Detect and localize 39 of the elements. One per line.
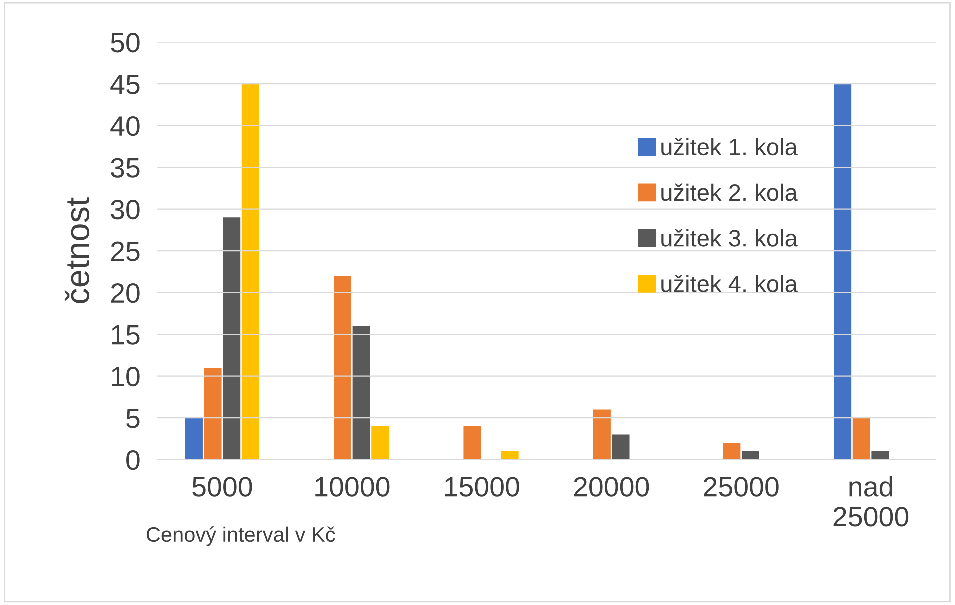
bar	[501, 451, 519, 460]
y-tick-label: 50	[111, 33, 140, 53]
x-tick-label: 10000	[316, 477, 390, 497]
bar	[372, 426, 390, 460]
x-tick-label: 5000	[192, 477, 252, 497]
x-tick-label: nad 25000	[834, 476, 909, 527]
y-tick-label: 35	[111, 158, 140, 178]
bar	[185, 418, 203, 460]
bar	[612, 434, 630, 460]
bar	[742, 451, 760, 460]
y-tick-label: 30	[111, 200, 140, 220]
legend-label: užitek 2. kola	[662, 184, 798, 202]
bar	[723, 443, 741, 460]
x-tick-label: 15000	[445, 477, 520, 497]
bar	[334, 276, 352, 460]
y-tick-label: 20	[111, 283, 140, 304]
bar	[352, 326, 370, 460]
x-axis-title: Cenový interval v Kč	[146, 526, 336, 546]
y-tick-label: 0	[126, 450, 140, 470]
bar	[872, 451, 890, 460]
bar	[223, 218, 241, 460]
bar	[464, 426, 482, 460]
y-tick-label: 25	[111, 242, 140, 262]
y-axis-title: četnost	[64, 198, 90, 304]
bar	[852, 418, 870, 460]
y-tick-label: 10	[112, 366, 140, 387]
y-tick-label: 15	[112, 326, 140, 345]
y-tick-label: 45	[110, 75, 140, 94]
y-tick-label: 40	[110, 116, 140, 136]
legend-label: užitek 4. kola	[662, 275, 798, 292]
bar	[204, 368, 222, 460]
legend-label: užitek 3. kola	[662, 229, 798, 247]
legend-label: užitek 1. kola	[662, 138, 798, 156]
x-tick-label: 20000	[574, 477, 650, 497]
y-tick-label: 5	[126, 409, 140, 428]
bar	[834, 84, 852, 460]
bar	[242, 84, 260, 460]
bar	[593, 410, 611, 460]
x-tick-label: 25000	[704, 477, 779, 497]
